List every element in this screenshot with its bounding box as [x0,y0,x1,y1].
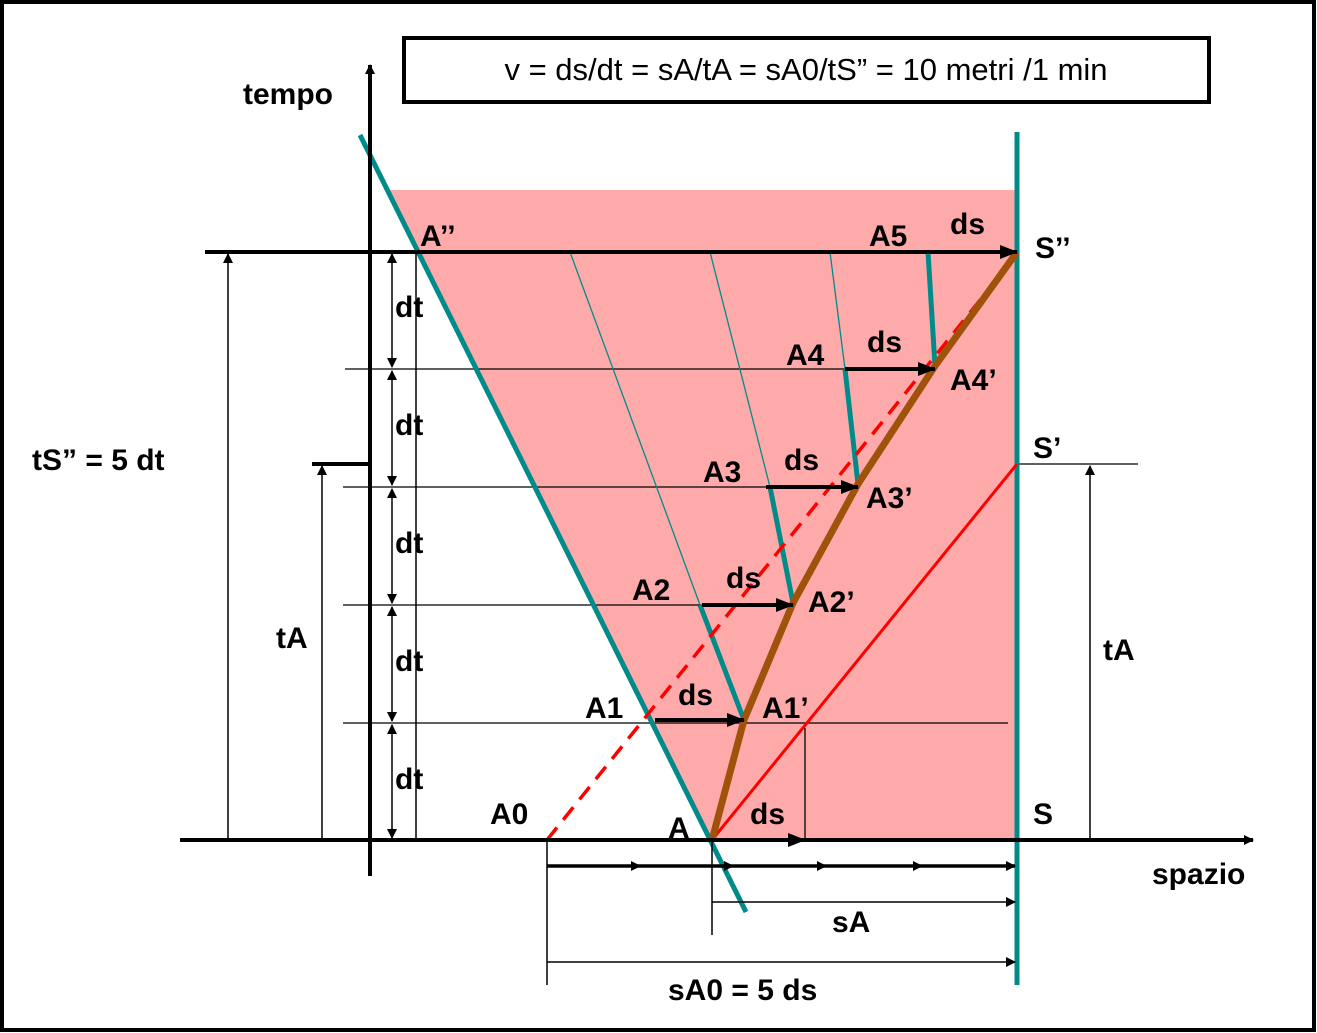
label-dt-5: dt [395,763,423,796]
label-ds-2: ds [726,562,761,595]
label-sA: sA [832,906,870,939]
label-ds-3: ds [784,444,819,477]
label-dt-4: dt [395,645,423,678]
label-A1: A1 [585,692,623,725]
label-dt-3: dt [395,527,423,560]
thin-teal-lines [569,251,846,606]
label-dt-2: dt [395,409,423,442]
label-S-prime: S’ [1033,432,1061,465]
label-ds-1: ds [678,679,713,712]
label-A: A [668,812,690,845]
label-A3: A3 [703,456,741,489]
label-tA-right: tA [1103,634,1135,667]
label-A4-prime: A4’ [950,364,997,397]
teal-segments [357,132,1020,985]
label-A-double-prime: A’’ [420,220,456,253]
label-sA0: sA0 = 5 ds [668,974,817,1007]
label-ds-axis: ds [750,798,785,831]
formula-box [402,36,1211,104]
x-axis-label: spazio [1152,858,1245,891]
y-axis-label: tempo [243,78,333,111]
label-S-double-prime: S’’ [1035,232,1071,265]
label-ds-5: ds [950,208,985,241]
ds-arrows [655,245,1018,847]
label-ds-4: ds [867,326,902,359]
shaded-region [388,190,1017,840]
red-line [710,463,1019,841]
label-A1-prime: A1’ [762,692,809,725]
dt-dimensions [387,253,417,840]
time-dimensions [223,253,1095,840]
label-A2-prime: A2’ [808,586,855,619]
red-dashed-line [545,252,1019,842]
label-A2: A2 [632,574,670,607]
brown-path [708,249,1020,841]
distance-dimensions [546,840,1016,985]
label-A0: A0 [490,798,528,831]
label-tS: tS” = 5 dt [32,444,165,477]
label-A5: A5 [869,220,907,253]
label-tA-left: tA [276,622,308,655]
label-dt-1: dt [395,291,423,324]
formula-text: v = ds/dt = sA/tA = sA0/tS” = 10 metri /… [504,52,1107,87]
label-A3-prime: A3’ [866,482,913,515]
label-A4: A4 [786,339,825,372]
label-S: S [1033,798,1053,831]
